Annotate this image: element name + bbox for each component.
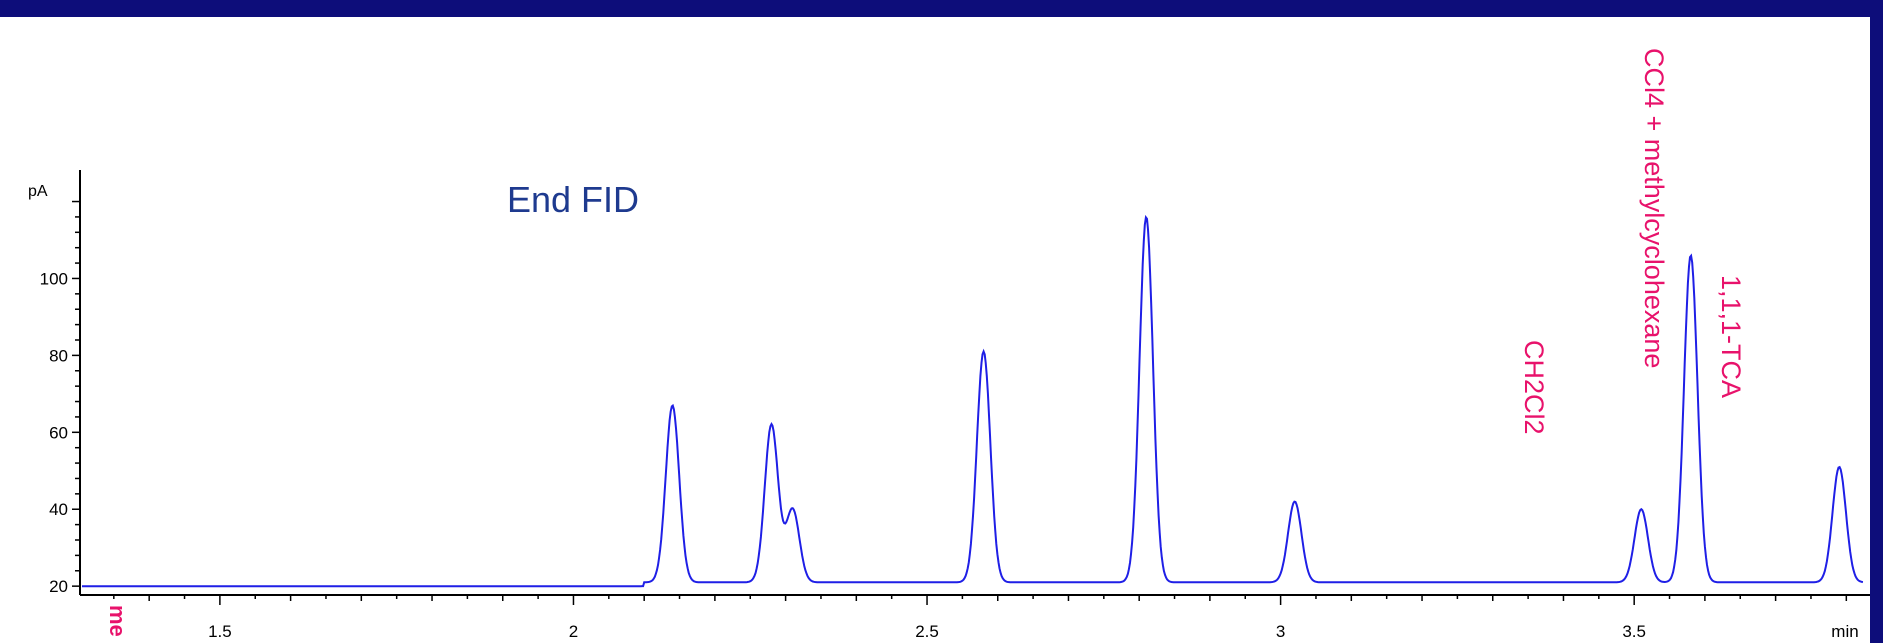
- y-tick-label: 20: [49, 577, 68, 596]
- chart-title: End FID: [507, 179, 639, 220]
- plot-panel: [0, 17, 1870, 643]
- x-axis-label: min: [1831, 622, 1858, 641]
- peak-label: 1,1,1-TCA: [1716, 275, 1746, 398]
- y-tick-label: 60: [49, 423, 68, 442]
- x-ticks: 1.5 2 2.5 3 3.5: [113, 595, 1848, 641]
- y-ticks: 20 40 60 80 100: [40, 200, 80, 596]
- peak-label: CCl4 + methylcyclohexane: [1639, 48, 1669, 368]
- peak-label: CH2Cl2: [1519, 340, 1549, 435]
- right-frame-band: [1870, 120, 1883, 643]
- x-tick-label: 2: [569, 622, 578, 641]
- axes: 20 40 60 80 100 1.5 2 2.5 3 3.5: [40, 170, 1870, 641]
- side-label: me: [105, 605, 130, 637]
- peak-annotations: CH2Cl2 CCl4 + methylcyclohexane 1,1,1-TCA: [1519, 48, 1746, 435]
- y-tick-label: 100: [40, 269, 68, 288]
- y-tick-label: 80: [49, 346, 68, 365]
- x-tick-label: 1.5: [208, 622, 232, 641]
- x-tick-label: 2.5: [915, 622, 939, 641]
- chromatogram-trace: [82, 214, 1864, 588]
- x-tick-label: 3.5: [1622, 622, 1646, 641]
- x-tick-label: 3: [1276, 622, 1285, 641]
- y-tick-label: 40: [49, 500, 68, 519]
- y-axis-label: pA: [28, 183, 48, 200]
